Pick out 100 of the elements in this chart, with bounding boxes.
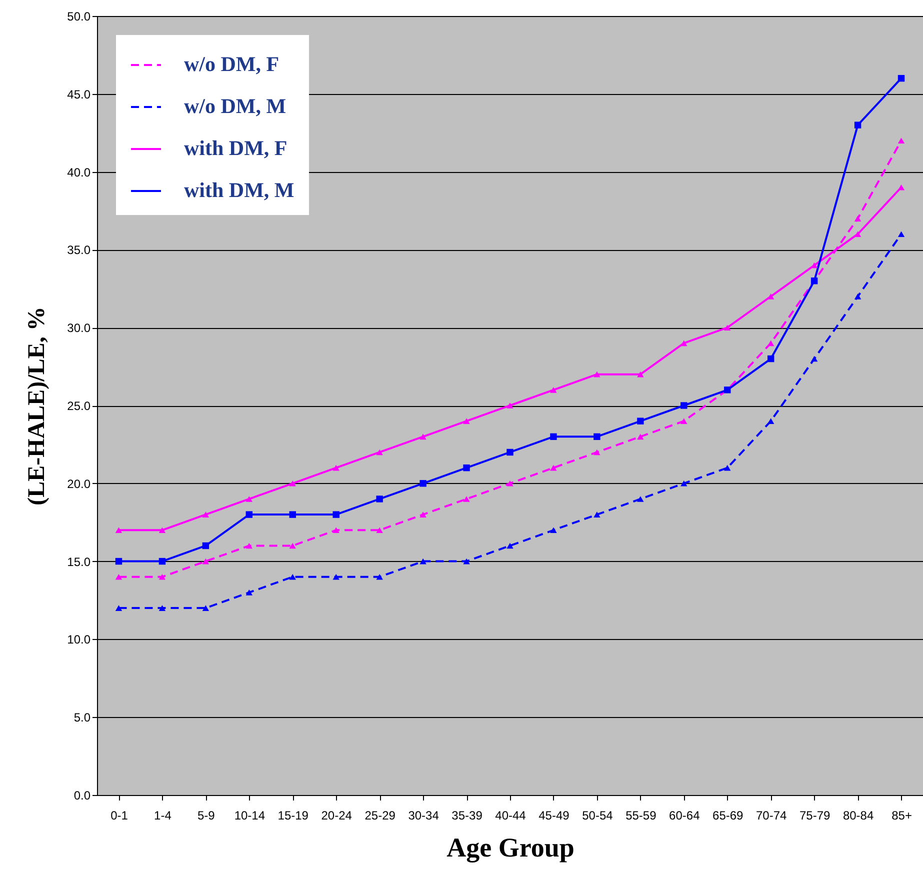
point	[158, 558, 166, 565]
y-tick-label: 15.0	[67, 554, 91, 569]
point	[594, 449, 600, 456]
point	[506, 480, 514, 486]
y-axis-title: (LE-HALE)/LE, %	[24, 306, 50, 506]
x-tick-label: 20-24	[321, 808, 352, 822]
point	[898, 231, 905, 238]
x-tick-label: 50-54	[582, 808, 614, 822]
point	[463, 464, 470, 472]
point	[158, 527, 166, 534]
x-tick-label: 15-19	[278, 808, 309, 822]
point	[637, 434, 644, 440]
legend-label: with DM, M	[184, 178, 294, 202]
x-tick-label: 85+	[892, 808, 912, 822]
y-tick-label: 5.0	[74, 710, 91, 725]
point	[680, 480, 688, 486]
point	[246, 496, 253, 502]
point	[115, 605, 122, 611]
point	[550, 433, 557, 440]
point	[680, 340, 688, 346]
x-tick-label: 30-34	[408, 808, 440, 822]
x-tick-label: 10-14	[234, 808, 266, 822]
point	[202, 558, 210, 564]
x-tick-label: 5-9	[198, 808, 216, 822]
point	[463, 496, 470, 502]
point	[420, 434, 426, 440]
point	[202, 605, 210, 611]
point	[463, 418, 470, 424]
point	[332, 464, 340, 471]
point	[506, 542, 514, 549]
point	[202, 542, 210, 550]
x-tick-label: 40-44	[495, 808, 526, 822]
point	[637, 496, 644, 502]
point	[376, 449, 383, 456]
point	[594, 512, 600, 518]
point	[550, 464, 557, 471]
point	[376, 527, 383, 534]
point	[506, 448, 514, 456]
x-tick-label: 75-79	[799, 808, 830, 822]
legend-label: with DM, F	[184, 136, 288, 160]
y-tick-label: 45.0	[67, 87, 91, 102]
y-tick-label: 50.0	[67, 10, 91, 24]
x-tick-label: 1-4	[154, 808, 172, 822]
point	[724, 324, 731, 331]
y-tick-label: 40.0	[67, 165, 91, 180]
point	[594, 371, 600, 378]
point	[332, 574, 340, 580]
legend-label: w/o DM, M	[184, 94, 286, 118]
point	[810, 262, 818, 268]
point	[550, 387, 557, 393]
point	[767, 418, 774, 424]
point	[158, 605, 166, 611]
point	[854, 294, 862, 300]
point	[637, 418, 644, 424]
point	[246, 590, 253, 596]
x-tick-label: 25-29	[364, 808, 396, 822]
point	[767, 294, 774, 300]
point	[637, 371, 644, 378]
point	[376, 496, 383, 502]
point	[202, 512, 210, 518]
point	[332, 511, 340, 518]
point	[898, 184, 905, 190]
point	[420, 512, 426, 518]
y-tick-label: 25.0	[67, 399, 91, 413]
point	[854, 122, 862, 128]
y-tick-label: 35.0	[67, 243, 91, 258]
y-tick-label: 20.0	[67, 476, 91, 491]
point	[289, 542, 296, 549]
point	[724, 464, 731, 471]
point	[767, 340, 774, 346]
point	[115, 527, 122, 534]
legend-label: w/o DM, F	[184, 52, 280, 76]
point	[246, 511, 253, 518]
point	[680, 402, 688, 409]
point	[594, 433, 600, 440]
x-tick-label: 45-49	[538, 808, 570, 822]
point	[898, 74, 905, 82]
point	[376, 574, 383, 580]
point	[289, 480, 296, 486]
point	[158, 574, 166, 580]
y-tick-label: 10.0	[67, 632, 91, 647]
point	[420, 480, 426, 487]
point	[115, 574, 122, 580]
x-tick-label: 35-39	[452, 808, 483, 822]
x-axis-title: Age Group	[446, 832, 574, 862]
point	[332, 527, 340, 534]
x-tick-label: 60-64	[669, 808, 700, 822]
point	[506, 402, 514, 408]
point	[898, 138, 905, 144]
point	[420, 558, 426, 564]
point	[246, 542, 253, 549]
point	[854, 216, 862, 222]
x-tick-label: 55-59	[626, 808, 657, 822]
point	[550, 527, 557, 534]
y-tick-label: 30.0	[67, 321, 91, 336]
point	[115, 558, 122, 565]
x-tick-label: 65-69	[712, 808, 744, 822]
point	[289, 511, 296, 518]
x-tick-label: 80-84	[842, 808, 874, 822]
point	[463, 558, 470, 564]
